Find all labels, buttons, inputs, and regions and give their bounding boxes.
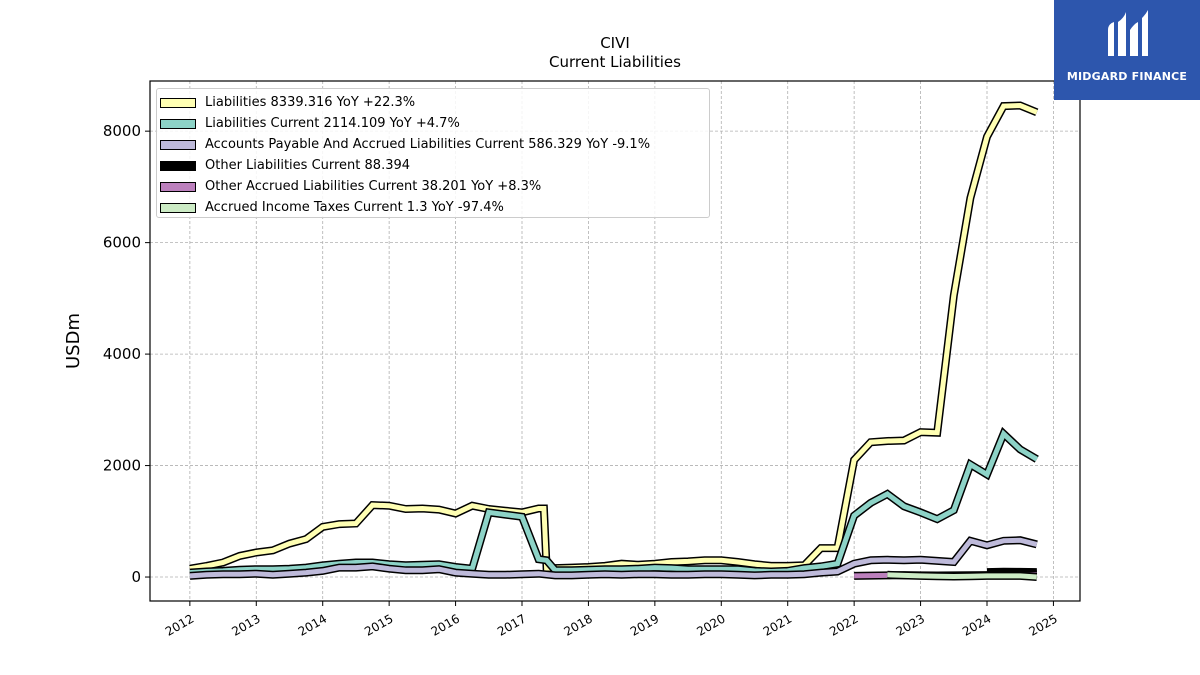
series-outline — [189, 426, 1039, 577]
legend-swatch — [160, 139, 196, 150]
x-tick-label: 2012 — [163, 611, 196, 638]
legend-label: Liabilities 8339.316 YoY +22.3% — [205, 95, 416, 110]
y-tick-label: 4000 — [103, 345, 141, 363]
x-tick-label: 2013 — [229, 611, 262, 638]
x-tick-label: 2023 — [894, 611, 927, 638]
x-tick-label: 2019 — [628, 611, 661, 638]
y-tick-label: 2000 — [103, 457, 141, 475]
y-axis-label: USDm — [63, 313, 84, 369]
x-tick-label: 2021 — [761, 611, 794, 638]
y-tick-label: 8000 — [103, 122, 141, 140]
series-5 — [887, 570, 1038, 581]
y-tick-label: 0 — [131, 568, 141, 586]
x-tick-label: 2025 — [1026, 611, 1059, 638]
x-tick-label: 2015 — [362, 611, 395, 638]
plot-frame — [149, 80, 1081, 602]
legend-swatch — [160, 97, 196, 108]
logo-mark-icon — [1108, 10, 1148, 56]
series-2 — [189, 536, 1038, 580]
chart-subtitle: Current Liabilities — [549, 53, 681, 71]
legend-item: Accrued Income Taxes Current 1.3 YoY -97… — [157, 197, 709, 218]
brand-logo: MIDGARD FINANCE — [1054, 0, 1200, 100]
series-line — [189, 429, 1039, 576]
logo-text: MIDGARD FINANCE — [1066, 70, 1188, 83]
legend-label: Other Liabilities Current 88.394 — [205, 158, 411, 173]
legend-item: Other Liabilities Current 88.394 — [157, 155, 709, 176]
x-tick-label: 2017 — [495, 611, 528, 638]
legend-item: Other Accrued Liabilities Current 38.201… — [157, 176, 709, 197]
chart-title: CIVI — [600, 34, 630, 52]
legend-swatch — [160, 181, 196, 192]
y-tick-label: 6000 — [103, 234, 141, 252]
legend-label: Accrued Income Taxes Current 1.3 YoY -97… — [205, 200, 504, 215]
legend-swatch — [160, 202, 196, 213]
legend-item: Liabilities 8339.316 YoY +22.3% — [157, 92, 709, 113]
legend-label: Other Accrued Liabilities Current 38.201… — [205, 179, 542, 194]
legend-item: Accounts Payable And Accrued Liabilities… — [157, 134, 709, 155]
plot-series — [189, 101, 1039, 581]
legend-label: Accounts Payable And Accrued Liabilities… — [205, 137, 651, 152]
legend-swatch — [160, 118, 196, 129]
x-tick-label: 2016 — [429, 611, 462, 638]
x-tick-label: 2024 — [960, 611, 993, 638]
legend-label: Liabilities Current 2114.109 YoY +4.7% — [205, 116, 460, 131]
series-line — [887, 572, 1037, 580]
series-line — [189, 537, 1038, 579]
x-tick-label: 2022 — [827, 611, 860, 638]
legend: Liabilities 8339.316 YoY +22.3% Liabiliti… — [156, 88, 710, 218]
legend-item: Liabilities Current 2114.109 YoY +4.7% — [157, 113, 709, 134]
x-tick-label: 2018 — [561, 611, 594, 638]
legend-swatch — [160, 160, 196, 171]
x-tick-label: 2014 — [296, 611, 329, 638]
x-tick-label: 2020 — [694, 611, 727, 638]
series-1 — [189, 426, 1039, 577]
